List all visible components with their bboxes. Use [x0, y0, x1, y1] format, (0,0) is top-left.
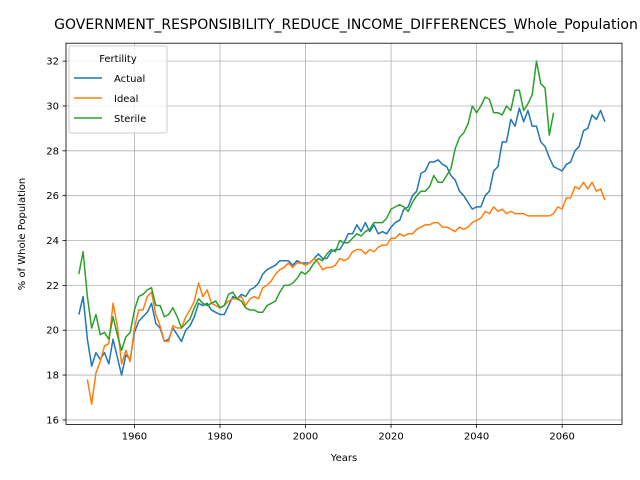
x-tick-label: 2020	[378, 431, 403, 442]
y-tick-label: 30	[46, 101, 59, 112]
x-axis: 1960 1980 2000 2020 2040 2060	[122, 424, 575, 442]
legend-title: Fertility	[99, 54, 137, 65]
x-tick-label: 2060	[549, 431, 574, 442]
x-tick-label: 1960	[122, 431, 147, 442]
y-tick-label: 28	[46, 146, 59, 157]
legend-label-sterile: Sterile	[114, 114, 146, 125]
y-tick-label: 24	[46, 236, 59, 247]
series-line-actual	[78, 107, 606, 376]
y-tick-label: 32	[46, 57, 59, 68]
grid	[66, 43, 622, 425]
plot-frame	[65, 42, 623, 425]
x-tick-label: 2040	[464, 431, 489, 442]
y-tick-label: 22	[46, 281, 59, 292]
x-axis-label: Years	[330, 453, 357, 464]
x-tick-label: 1980	[207, 431, 232, 442]
y-axis: 16 18 20 22 24 26 28 30 32	[46, 57, 66, 426]
y-tick-label: 20	[46, 326, 59, 337]
series-line-sterile	[78, 60, 555, 352]
y-tick-label: 18	[46, 371, 59, 382]
legend-label-actual: Actual	[114, 74, 145, 85]
chart-title: GOVERNMENT_RESPONSIBILITY_REDUCE_INCOME_…	[54, 17, 638, 33]
series-lines	[78, 60, 606, 405]
legend-label-ideal: Ideal	[114, 94, 138, 105]
y-axis-label: % of Whole Population	[17, 178, 28, 291]
series-line-ideal	[86, 181, 606, 405]
legend: Fertility Actual Ideal Sterile	[68, 45, 168, 134]
y-tick-label: 26	[46, 191, 59, 202]
legend-box	[68, 45, 168, 134]
x-tick-label: 2000	[293, 431, 318, 442]
y-tick-label: 16	[46, 415, 59, 426]
